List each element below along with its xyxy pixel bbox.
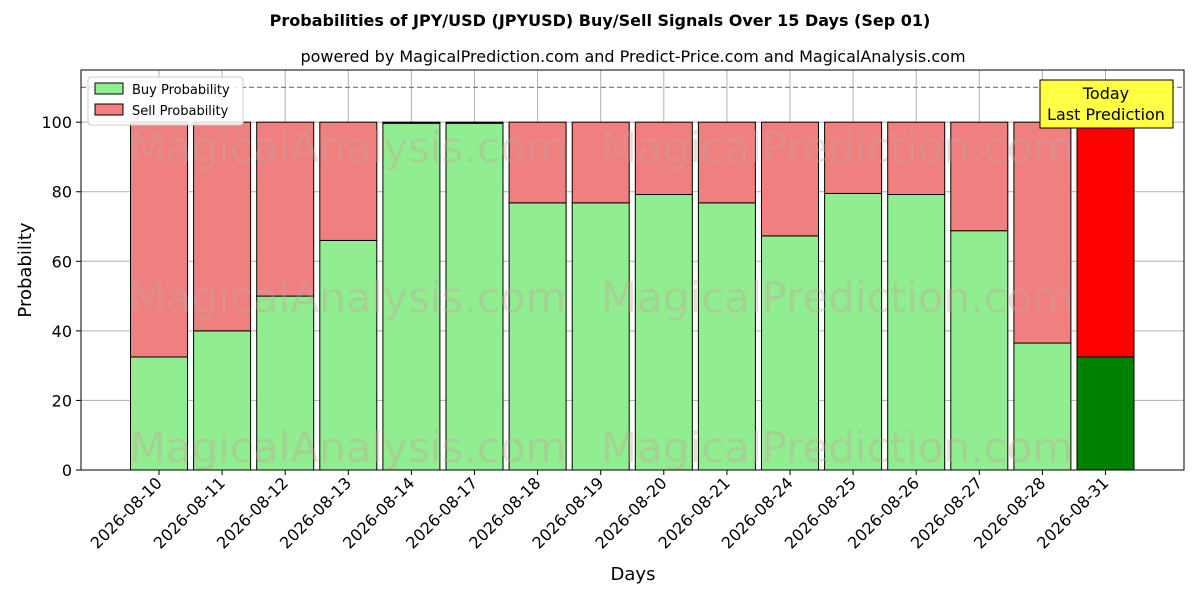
y-axis-label: Probability: [15, 222, 36, 317]
bar-sell-2026-08-10: [130, 121, 188, 358]
bar-buy-2026-08-19: [571, 202, 630, 471]
legend: Buy Probability Sell Probability: [87, 76, 244, 126]
bar-sell-2026-08-18: [508, 121, 567, 204]
legend-label-buy: Buy Probability: [132, 83, 230, 98]
plot-area: [80, 69, 1185, 471]
bar-buy-2026-08-13: [319, 239, 378, 471]
watermarks: MagicalAnalysis.com MagicalPrediction.com…: [130, 123, 1074, 472]
x-axis-ticks: 2026-08-102026-08-112026-08-122026-08-13…: [87, 470, 1112, 553]
annotation-box: [1039, 79, 1174, 129]
bar-sell-2026-08-24: [761, 121, 819, 237]
bar-buy-2026-08-31: [1076, 356, 1135, 471]
legend-swatch-sell: [94, 103, 124, 116]
bar-sell-2026-08-12: [256, 121, 315, 297]
bar-buy-2026-08-14: [382, 122, 441, 471]
bar-sell-2026-08-13: [319, 121, 378, 241]
bar-buy-2026-08-12: [256, 295, 315, 471]
bar-sell-2026-08-19: [571, 121, 630, 204]
bar-sell-2026-08-20: [634, 121, 693, 196]
watermark-prediction: MagicalPrediction.com: [601, 123, 1074, 172]
bar-sell-2026-08-25: [824, 121, 883, 194]
bar-sell-2026-08-14: [382, 121, 441, 124]
bar-sell-2026-08-26: [887, 121, 946, 196]
y-tick-label: 0: [62, 461, 72, 480]
y-tick-label: 100: [41, 113, 72, 132]
legend-box: [87, 76, 244, 126]
watermark-analysis: MagicalAnalysis.com: [130, 123, 567, 172]
bar-sell-2026-08-31: [1076, 121, 1135, 358]
legend-label-sell: Sell Probability: [132, 104, 229, 119]
annotation-line-1: Today: [1082, 84, 1129, 103]
watermark-prediction: MagicalPrediction.com: [601, 423, 1074, 472]
bar-sell-2026-08-27: [950, 121, 1009, 232]
bar-sell-2026-08-17: [445, 121, 504, 124]
watermark-analysis: MagicalAnalysis.com: [130, 423, 567, 472]
bar-buy-2026-08-26: [887, 194, 946, 471]
y-tick-label: 60: [52, 252, 72, 271]
y-axis-ticks: 0 20 40 60 80 100: [41, 113, 81, 480]
chart-title: Probabilities of JPY/USD (JPYUSD) Buy/Se…: [270, 11, 931, 30]
bar-buy-2026-08-25: [824, 192, 883, 471]
bar-buy-2026-08-20: [634, 194, 693, 471]
bar-buy-2026-08-21: [697, 202, 756, 471]
x-axis-label: Days: [611, 564, 656, 585]
today-annotation: Today Last Prediction: [1039, 79, 1174, 129]
legend-swatch-buy: [94, 82, 124, 95]
y-tick-label: 40: [52, 322, 72, 341]
y-tick-label: 20: [52, 391, 72, 410]
watermark-prediction: MagicalPrediction.com: [601, 273, 1074, 322]
chart-subtitle: powered by MagicalPrediction.com and Pre…: [300, 47, 965, 66]
annotation-line-2: Last Prediction: [1047, 105, 1165, 124]
y-tick-label: 80: [52, 183, 72, 202]
bar-sell-2026-08-21: [697, 121, 756, 204]
bar-buy-2026-08-11: [193, 330, 252, 471]
bars: [130, 121, 1135, 471]
bar-buy-2026-08-17: [445, 122, 504, 471]
watermark-analysis: MagicalAnalysis.com: [130, 273, 567, 322]
bar-buy-2026-08-24: [761, 235, 819, 471]
bar-buy-2026-08-18: [508, 202, 567, 471]
bar-buy-2026-08-27: [950, 230, 1009, 471]
